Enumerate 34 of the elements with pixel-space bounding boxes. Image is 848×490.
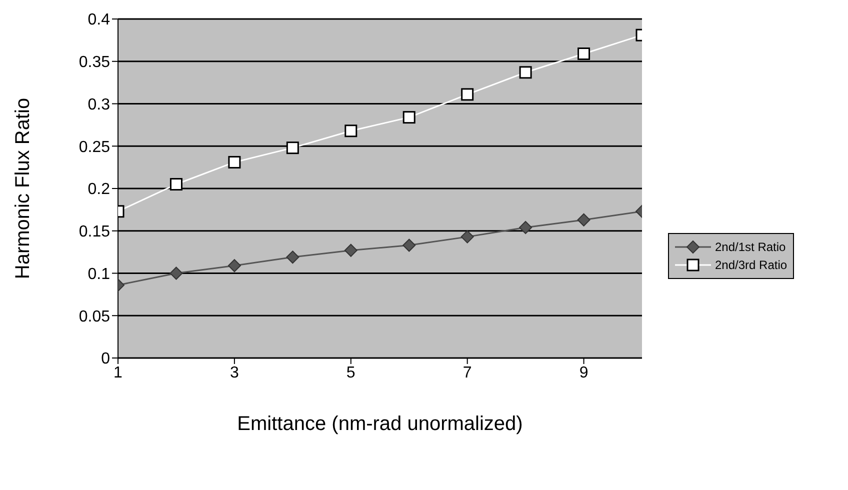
point [577,213,590,226]
point [519,220,532,234]
y-tick-label: 0.25 [78,138,110,156]
point [286,250,300,264]
x-tick-label: 7 [462,364,472,382]
point [460,230,474,244]
point [286,142,299,154]
y-tick-label: 0 [101,350,110,368]
point [578,48,590,60]
x-tick-label: 3 [230,364,239,382]
point [228,156,241,168]
x-tick-label: 9 [579,364,588,382]
y-tick-label: 0.15 [78,224,110,241]
y-axis-title: Harmonic Flux Ratio [12,98,34,280]
point [344,244,358,257]
point [461,88,474,101]
legend-label: 2nd/3rd Ratio [715,258,788,272]
y-tick-label: 0.3 [88,96,110,114]
point [519,66,532,79]
point [344,124,358,138]
y-tick-label: 0.35 [78,54,110,72]
y-tick-label: 0.1 [88,266,110,283]
y-tick-label: 0.2 [88,181,110,198]
point [228,259,241,272]
y-tick-label: 0.05 [78,308,110,326]
point [402,238,416,252]
legend-label: 2nd/1st Ratio [715,240,786,254]
x-tick-label: 5 [346,364,356,382]
point [170,266,183,280]
point [402,111,416,124]
x-tick-label: 1 [114,364,123,382]
point [170,178,182,191]
x-axis-title: Emittance (nm-rad unormalized) [237,413,523,435]
y-tick-label: 0.4 [88,12,110,29]
